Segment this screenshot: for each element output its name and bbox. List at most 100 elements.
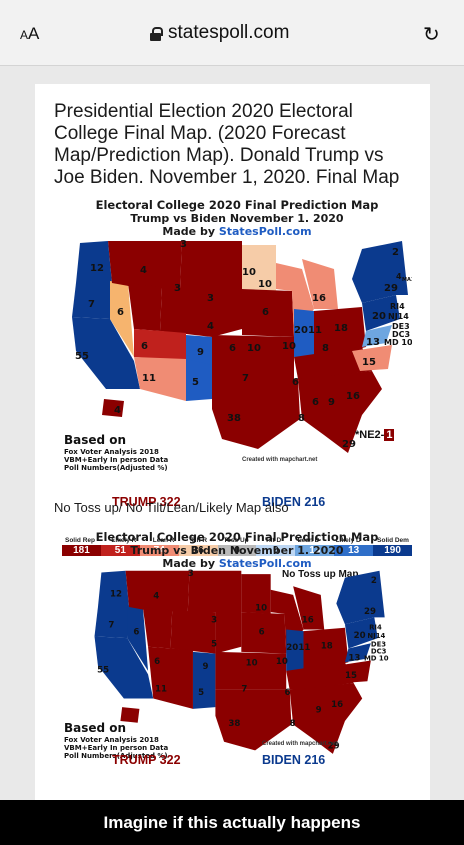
svg-text:11: 11 bbox=[155, 685, 167, 695]
based-on-note: Based on Fox Voter Analysis 2018 VBM+Ear… bbox=[64, 721, 169, 760]
svg-text:3: 3 bbox=[180, 239, 187, 250]
legend-label: Solid Rep bbox=[65, 537, 95, 544]
svg-text:7: 7 bbox=[108, 621, 114, 631]
map-made-by: Made by StatesPoll.com bbox=[162, 225, 312, 238]
svg-text:29: 29 bbox=[328, 742, 340, 752]
svg-text:16: 16 bbox=[346, 391, 360, 402]
svg-text:6: 6 bbox=[154, 657, 160, 667]
legend-label: Toss Up bbox=[223, 537, 249, 544]
svg-text:3: 3 bbox=[174, 283, 181, 294]
svg-text:7: 7 bbox=[242, 373, 249, 384]
svg-text:4: 4 bbox=[153, 591, 159, 601]
svg-text:6: 6 bbox=[229, 343, 236, 354]
prediction-map-image: Electoral College 2020 Final Prediction … bbox=[62, 198, 413, 556]
article-card: Presidential Election 2020 Electoral Col… bbox=[35, 84, 430, 804]
svg-text:9: 9 bbox=[328, 397, 335, 408]
lock-icon bbox=[150, 26, 163, 41]
svg-text:5: 5 bbox=[211, 640, 217, 650]
article-subheading: No Toss up/ No Tilt/Lean/Likely Map also bbox=[54, 500, 289, 515]
trump-total: TRUMP 322 bbox=[112, 495, 181, 509]
svg-text:29: 29 bbox=[342, 439, 356, 450]
svg-text:20: 20 bbox=[294, 325, 308, 336]
svg-text:10: 10 bbox=[247, 343, 261, 354]
svg-text:3: 3 bbox=[211, 616, 217, 626]
svg-text:10: 10 bbox=[255, 603, 267, 613]
legend-label: Likely R bbox=[111, 537, 137, 544]
svg-text:6: 6 bbox=[262, 307, 269, 318]
svg-text:10: 10 bbox=[276, 657, 288, 667]
svg-text:18: 18 bbox=[321, 641, 333, 651]
map-subtitle: Trump vs Biden November 1. 2020 bbox=[130, 212, 344, 225]
map-title: Electoral College 2020 Final Prediction … bbox=[95, 198, 379, 212]
svg-text:13: 13 bbox=[366, 337, 380, 348]
legend-label: Tilt R bbox=[190, 537, 208, 544]
svg-text:10: 10 bbox=[258, 279, 272, 290]
svg-text:6: 6 bbox=[292, 377, 299, 388]
svg-text:29: 29 bbox=[364, 607, 376, 617]
svg-text:MA11: MA11 bbox=[402, 277, 412, 283]
article-title: Presidential Election 2020 Electoral Col… bbox=[54, 101, 400, 188]
svg-text:MD 10: MD 10 bbox=[364, 655, 389, 663]
svg-text:7: 7 bbox=[88, 299, 95, 310]
svg-text:6: 6 bbox=[133, 628, 139, 638]
map-subtitle: Trump vs Biden November 1. 2020 bbox=[130, 544, 344, 557]
svg-text:DC3: DC3 bbox=[392, 330, 410, 339]
svg-text:RI4: RI4 bbox=[390, 302, 405, 311]
svg-text:9: 9 bbox=[197, 347, 204, 358]
legend-value: 16 bbox=[178, 545, 218, 556]
svg-text:DE3: DE3 bbox=[371, 641, 386, 649]
reader-text-size-button[interactable]: AAAA bbox=[20, 24, 40, 43]
svg-text:20: 20 bbox=[354, 631, 366, 641]
svg-text:DE3: DE3 bbox=[392, 322, 410, 331]
svg-text:6: 6 bbox=[117, 307, 124, 318]
svg-text:6: 6 bbox=[141, 341, 148, 352]
svg-text:10: 10 bbox=[242, 267, 256, 278]
no-tossup-map-image: Electoral College 2020 Final Prediction … bbox=[62, 531, 412, 771]
svg-text:11: 11 bbox=[308, 325, 322, 336]
svg-text:7: 7 bbox=[241, 685, 247, 695]
legend-value: 181 bbox=[62, 545, 101, 556]
svg-text:38: 38 bbox=[228, 719, 240, 729]
map-made-by: Made by StatesPoll.com bbox=[162, 557, 312, 570]
legend-value: 13 bbox=[334, 545, 374, 556]
svg-text:13: 13 bbox=[348, 654, 360, 664]
svg-text:4: 4 bbox=[396, 272, 402, 281]
svg-text:10: 10 bbox=[282, 341, 296, 352]
svg-text:6: 6 bbox=[259, 628, 265, 638]
svg-text:NJ14: NJ14 bbox=[367, 632, 385, 640]
svg-text:29: 29 bbox=[384, 283, 398, 294]
trump-total: TRUMP 322 bbox=[112, 753, 181, 767]
svg-text:NJ14: NJ14 bbox=[388, 312, 409, 321]
legend-label: Lean D bbox=[297, 537, 320, 544]
us-electoral-map-no-tossup: 12 7 55 6 4 3 3 10 16 5 6 9 6 10 10 20 1… bbox=[94, 569, 389, 754]
legend-label: Solid Dem bbox=[377, 537, 409, 544]
based-on-note: Based on Fox Voter Analysis 2018 VBM+Ear… bbox=[64, 433, 169, 472]
svg-text:15: 15 bbox=[362, 357, 376, 368]
url-field[interactable]: statespoll.com bbox=[150, 22, 289, 44]
svg-text:2: 2 bbox=[392, 247, 399, 258]
svg-text:55: 55 bbox=[75, 351, 89, 362]
svg-text:20: 20 bbox=[286, 643, 298, 653]
svg-text:8: 8 bbox=[298, 413, 305, 424]
svg-text:3: 3 bbox=[207, 293, 214, 304]
svg-text:38: 38 bbox=[227, 413, 241, 424]
legend-value: 51 bbox=[100, 545, 140, 556]
svg-text:RI4: RI4 bbox=[369, 623, 382, 631]
browser-address-bar: AAAA statespoll.com ↻ bbox=[0, 0, 464, 66]
svg-text:10: 10 bbox=[246, 659, 258, 669]
svg-text:DC3: DC3 bbox=[371, 648, 387, 656]
svg-text:16: 16 bbox=[331, 700, 343, 710]
svg-text:8: 8 bbox=[322, 343, 329, 354]
legend-label: Tilt D bbox=[265, 537, 282, 544]
legend-label: Likely D bbox=[335, 537, 361, 544]
meme-caption: Imagine if this actually happens bbox=[0, 800, 464, 845]
svg-text:9: 9 bbox=[202, 662, 208, 672]
svg-text:16: 16 bbox=[302, 616, 314, 626]
legend-value: 74 bbox=[139, 545, 179, 556]
svg-text:18: 18 bbox=[334, 323, 348, 334]
rating-legend: Solid Rep Likely R Lean R Tilt R Toss Up Tilt… bbox=[62, 537, 413, 556]
map-credit: Created with mapchart.net bbox=[242, 457, 318, 463]
legend-value: 13 bbox=[295, 545, 335, 556]
reload-icon[interactable]: ↻ bbox=[423, 24, 440, 46]
legend-value: 0 bbox=[256, 545, 296, 556]
